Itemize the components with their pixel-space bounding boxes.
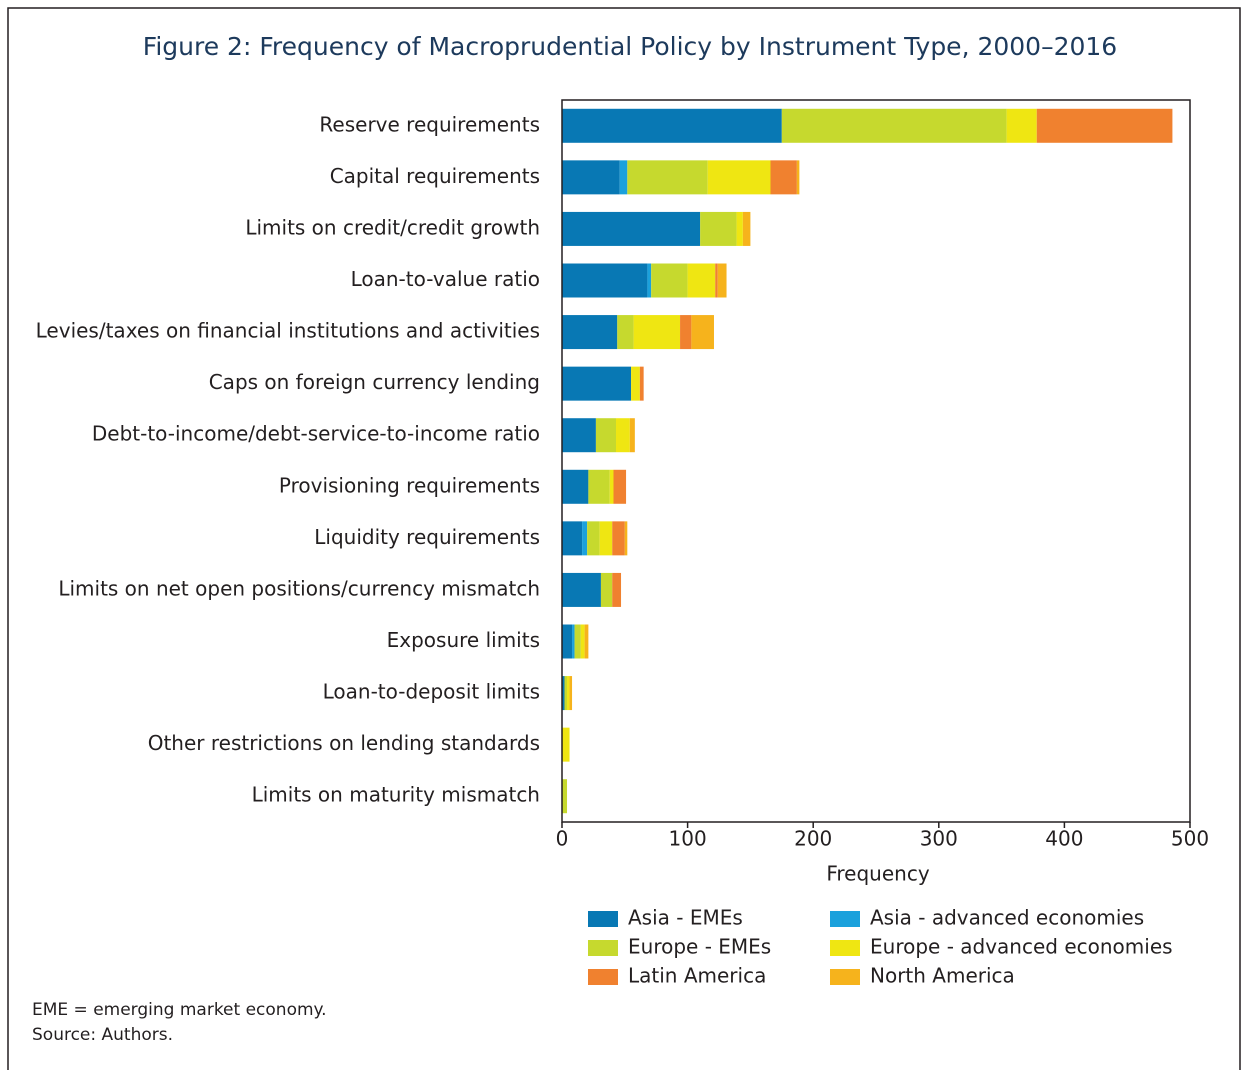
bar-segment bbox=[700, 211, 737, 246]
legend-swatch bbox=[588, 940, 618, 956]
bar-segment bbox=[567, 676, 570, 711]
bar-segment bbox=[647, 263, 652, 298]
bar-segment bbox=[564, 676, 568, 711]
bar-segment bbox=[562, 676, 565, 711]
y-tick-label: Limits on net open positions/currency mi… bbox=[58, 576, 540, 600]
bar-segment bbox=[600, 572, 613, 607]
y-tick-label: Caps on foreign currency lending bbox=[209, 370, 540, 394]
bar-segment bbox=[562, 263, 648, 298]
bar-segment bbox=[631, 366, 640, 401]
bar-segment bbox=[562, 727, 570, 762]
bar-segment bbox=[717, 263, 727, 298]
x-tick-label: 400 bbox=[1045, 827, 1083, 851]
y-tick-label: Liquidity requirements bbox=[314, 525, 540, 549]
x-tick-label: 200 bbox=[794, 827, 832, 851]
bar-segment bbox=[574, 624, 581, 659]
bar-segment bbox=[562, 211, 701, 246]
y-tick-label: Other restrictions on lending standards bbox=[148, 731, 540, 755]
bar-segment bbox=[651, 263, 688, 298]
legend-label: Latin America bbox=[628, 964, 766, 988]
bar-segment bbox=[580, 624, 585, 659]
bar-segment bbox=[781, 108, 1007, 143]
bar-segment bbox=[616, 418, 630, 453]
legend-label: North America bbox=[870, 964, 1015, 988]
legend-label: Europe - advanced economies bbox=[870, 935, 1173, 959]
bar-segment bbox=[595, 418, 617, 453]
bar-segment bbox=[1036, 108, 1173, 143]
plot-border bbox=[561, 99, 1191, 823]
bar-segment bbox=[715, 263, 718, 298]
bar-segment bbox=[1006, 108, 1037, 143]
bar-segment bbox=[588, 469, 610, 504]
legend-swatch bbox=[588, 969, 618, 985]
bar-segment bbox=[770, 160, 797, 195]
bar-segment bbox=[599, 521, 613, 556]
bar-segment bbox=[691, 315, 714, 350]
bar-segment bbox=[562, 624, 573, 659]
bar-segment bbox=[796, 160, 800, 195]
x-axis-label: Frequency bbox=[826, 862, 929, 886]
y-tick-label: Exposure limits bbox=[387, 628, 540, 652]
note: EME = emerging market economy. bbox=[32, 1000, 327, 1020]
note: Source: Authors. bbox=[32, 1025, 173, 1045]
legend-swatch bbox=[830, 940, 860, 956]
bar-segment bbox=[562, 160, 620, 195]
bar-segment bbox=[587, 521, 600, 556]
bar-segment bbox=[639, 366, 644, 401]
x-tick-label: 500 bbox=[1171, 827, 1209, 851]
bar-segment bbox=[562, 779, 568, 814]
chart-title: Figure 2: Frequency of Macroprudential P… bbox=[143, 32, 1117, 61]
bar-segment bbox=[624, 521, 628, 556]
bar-segment bbox=[613, 469, 627, 504]
bar-segment bbox=[629, 418, 635, 453]
y-tick-label: Levies/taxes on financial institutions a… bbox=[36, 319, 540, 343]
bar-segment bbox=[572, 624, 575, 659]
x-tick-label: 100 bbox=[669, 827, 707, 851]
legend-swatch bbox=[830, 911, 860, 927]
y-tick-label: Loan-to-deposit limits bbox=[323, 680, 540, 704]
legend-swatch bbox=[588, 911, 618, 927]
bar-segment bbox=[562, 366, 632, 401]
legend-label: Asia - advanced economies bbox=[870, 906, 1144, 930]
bar-segment bbox=[633, 315, 681, 350]
y-tick-label: Debt-to-income/debt-service-to-income ra… bbox=[92, 422, 540, 446]
bar-segment bbox=[707, 160, 771, 195]
bar-segment bbox=[617, 315, 634, 350]
y-tick-label: Capital requirements bbox=[330, 164, 540, 188]
bar-segment bbox=[742, 211, 751, 246]
y-tick-label: Reserve requirements bbox=[319, 112, 540, 136]
bar-segment bbox=[612, 572, 622, 607]
y-tick-label: Loan-to-value ratio bbox=[351, 267, 540, 291]
bar-segment bbox=[562, 108, 782, 143]
x-tick-label: 300 bbox=[920, 827, 958, 851]
bar-segment bbox=[627, 160, 708, 195]
bar-segment bbox=[562, 469, 589, 504]
legend-label: Europe - EMEs bbox=[628, 935, 771, 959]
bar-segment bbox=[562, 521, 583, 556]
bar-segment bbox=[687, 263, 716, 298]
bar-segment bbox=[584, 624, 589, 659]
frame bbox=[7, 7, 1241, 1070]
bar-segment bbox=[612, 521, 625, 556]
bar-segment bbox=[609, 469, 614, 504]
bar-segment bbox=[736, 211, 743, 246]
bar-segment bbox=[619, 160, 628, 195]
bar-segment bbox=[562, 418, 596, 453]
legend-label: Asia - EMEs bbox=[628, 906, 743, 930]
y-tick-label: Limits on maturity mismatch bbox=[252, 783, 540, 807]
legend-swatch bbox=[830, 969, 860, 985]
bar-segment bbox=[569, 676, 573, 711]
y-tick-label: Provisioning requirements bbox=[279, 473, 540, 497]
bar-segment bbox=[562, 572, 601, 607]
x-tick-label: 0 bbox=[556, 827, 569, 851]
bar-segment bbox=[562, 315, 618, 350]
bar-segment bbox=[582, 521, 588, 556]
y-tick-label: Limits on credit/credit growth bbox=[245, 215, 540, 239]
bar-segment bbox=[680, 315, 692, 350]
